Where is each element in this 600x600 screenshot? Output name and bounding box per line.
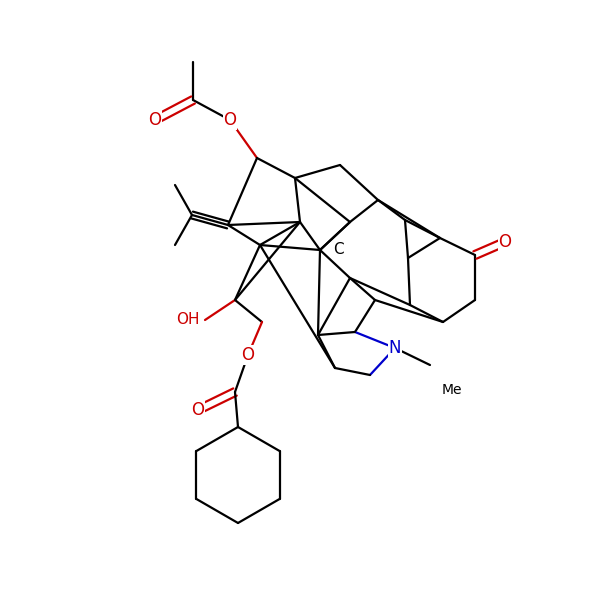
Text: O: O — [499, 233, 511, 251]
Text: O: O — [149, 111, 161, 129]
Text: C: C — [332, 242, 343, 257]
Text: Me: Me — [442, 383, 462, 397]
Text: O: O — [223, 111, 236, 129]
Text: N: N — [389, 339, 401, 357]
Text: OH: OH — [176, 313, 200, 328]
Text: O: O — [241, 346, 254, 364]
Text: O: O — [191, 401, 205, 419]
